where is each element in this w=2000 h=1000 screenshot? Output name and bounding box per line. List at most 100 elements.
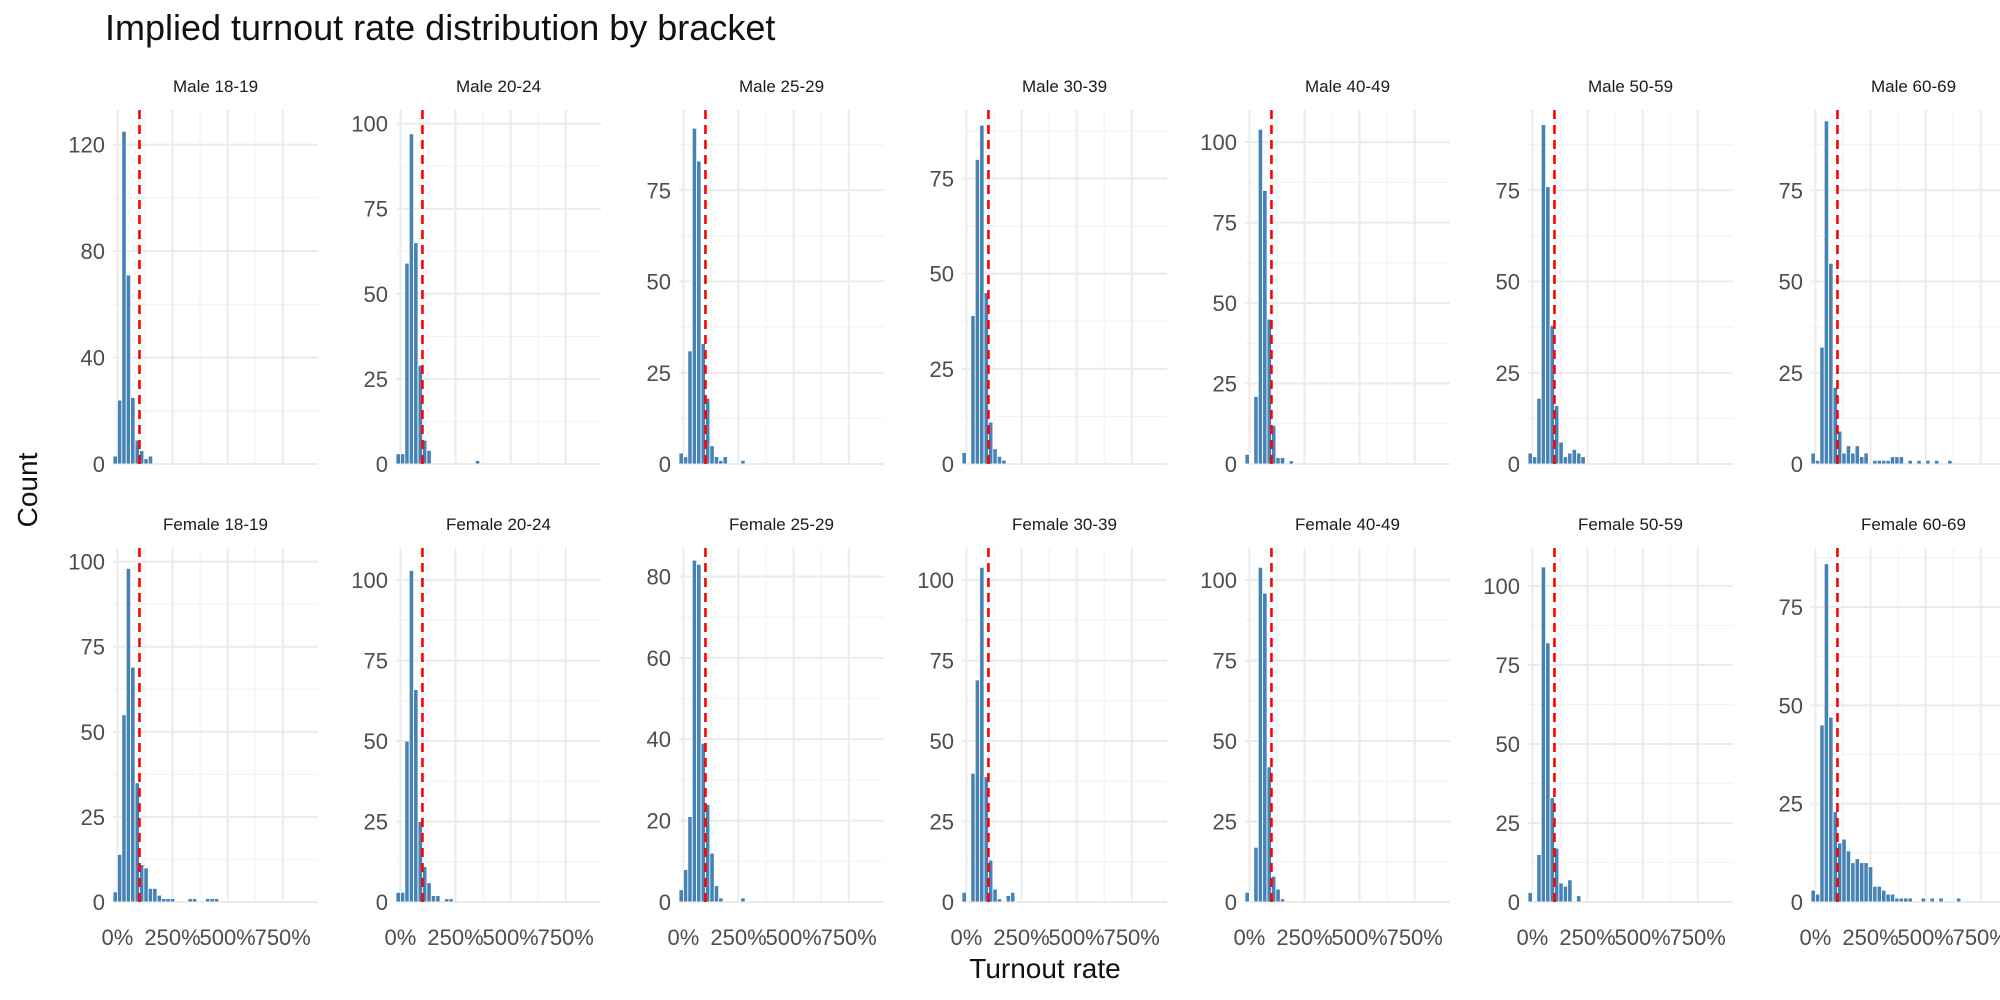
histogram-bar — [444, 898, 450, 903]
x-tick-label: 250% — [993, 925, 1049, 950]
facet-strip-label: Male 60-69 — [1871, 77, 1956, 96]
histogram-bar — [687, 816, 693, 903]
x-tick-label: 250% — [144, 925, 200, 950]
x-tick-label: 0% — [1800, 925, 1832, 950]
y-tick-label: 20 — [647, 809, 671, 834]
x-tick-label: 500% — [199, 925, 255, 950]
y-tick-label: 25 — [1213, 810, 1237, 835]
histogram-bar — [1266, 318, 1272, 465]
histogram-bar — [718, 459, 724, 465]
histogram-bar — [205, 898, 211, 903]
histogram-bar — [1262, 592, 1268, 903]
histogram-bar — [1872, 459, 1878, 465]
histogram-bar — [1001, 459, 1007, 465]
histogram-bar — [1925, 459, 1931, 465]
histogram-bar — [1841, 838, 1847, 903]
histogram-bar — [1567, 879, 1573, 903]
histogram-bar — [112, 891, 118, 903]
histogram-bar — [191, 898, 198, 903]
histogram-bar — [417, 821, 423, 903]
histogram-bar — [143, 867, 149, 903]
histogram-bar — [400, 453, 406, 465]
y-tick-label: 100 — [68, 550, 105, 575]
histogram-bar — [147, 887, 154, 903]
histogram-bar — [130, 666, 136, 903]
x-tick-label: 500% — [765, 925, 821, 950]
histogram-bar — [1549, 324, 1555, 465]
histogram-bar — [1938, 897, 1944, 903]
y-tick-label: 100 — [917, 568, 954, 593]
histogram-bar — [992, 448, 998, 465]
chart-title: Implied turnout rate distribution by bra… — [105, 7, 775, 48]
histogram-bar — [187, 898, 193, 903]
y-tick-label: 0 — [1225, 452, 1237, 477]
facet-strip-label: Male 40-49 — [1305, 77, 1390, 96]
x-axis-label: Turnout rate — [969, 953, 1120, 984]
histogram-bar — [1859, 456, 1865, 465]
histogram-bar — [996, 898, 1003, 903]
x-tick-label: 0% — [385, 925, 417, 950]
y-tick-label: 75 — [1779, 178, 1803, 203]
histogram-bar — [1841, 452, 1847, 465]
histogram-bar — [1262, 190, 1268, 465]
y-tick-label: 75 — [364, 197, 388, 222]
x-tick-label: 500% — [1614, 925, 1670, 950]
y-tick-label: 25 — [364, 810, 388, 835]
histogram-bar — [1257, 566, 1264, 903]
histogram-bar — [687, 350, 693, 465]
y-tick-label: 0 — [942, 452, 954, 477]
histogram-bar — [1540, 124, 1547, 465]
histogram-bar — [1253, 846, 1259, 903]
y-axis-label: Count — [12, 452, 43, 527]
histogram-bar — [161, 898, 167, 903]
y-tick-label: 0 — [1791, 452, 1803, 477]
histogram-bar — [147, 455, 154, 465]
panel-male-50-59: Male 50-59 0 25 50 75 — [1496, 77, 1733, 477]
histogram-bar — [1819, 346, 1825, 465]
y-tick-label: 80 — [647, 564, 671, 589]
x-tick-label: 0% — [1517, 925, 1549, 950]
facet-strip-label: Male 18-19 — [173, 77, 258, 96]
histogram-bar — [1562, 456, 1569, 465]
panel-female-18-19: Female 18-19 0 25 50 75 100 0% 250%500%750% — [68, 515, 318, 950]
histogram-bar — [395, 453, 401, 465]
histogram-bar — [1558, 882, 1564, 903]
histogram-bar — [1876, 885, 1882, 903]
histogram-bar — [1554, 847, 1560, 903]
y-tick-label: 0 — [659, 890, 671, 915]
y-tick-label: 25 — [1213, 372, 1237, 397]
facet-strip-label: Female 18-19 — [163, 515, 268, 534]
histogram-bar — [713, 885, 720, 903]
histogram-bar — [1536, 854, 1542, 903]
histogram-bar — [395, 891, 401, 903]
histogram-bar — [1867, 866, 1874, 903]
histogram-bar — [130, 397, 136, 465]
y-tick-label: 0 — [376, 890, 388, 915]
panel-male-40-49: Male 40-49 0 25 50 75 100 — [1200, 77, 1450, 477]
histogram-bar — [1859, 862, 1865, 903]
histogram-bar — [430, 895, 437, 903]
x-tick-label: 750% — [1953, 925, 2000, 950]
histogram-bar — [1863, 862, 1869, 903]
histogram-bar — [683, 456, 689, 465]
histogram-bar — [974, 159, 981, 465]
panel-female-50-59: Female 50-59 0 25 50 75 100 0% 250%500%750% — [1483, 515, 1733, 950]
histogram-bar — [678, 889, 684, 903]
histogram-bar — [1532, 456, 1538, 465]
panel-male-18-19: Male 18-19 0 40 80 120 — [68, 77, 318, 477]
histogram-bar — [696, 563, 702, 903]
x-tick-label: 750% — [255, 925, 311, 950]
histogram-bar — [1536, 397, 1542, 465]
y-tick-label: 75 — [647, 178, 671, 203]
histogram-bar — [961, 891, 967, 903]
y-tick-label: 80 — [81, 239, 105, 264]
histogram-bar — [112, 455, 118, 465]
facet-strip-label: Female 25-29 — [729, 515, 834, 534]
histogram-bar — [1854, 858, 1860, 903]
histogram-bar — [1580, 456, 1586, 465]
y-tick-label: 100 — [351, 112, 388, 137]
histogram-bar — [683, 869, 689, 903]
histogram-bar — [691, 127, 698, 465]
